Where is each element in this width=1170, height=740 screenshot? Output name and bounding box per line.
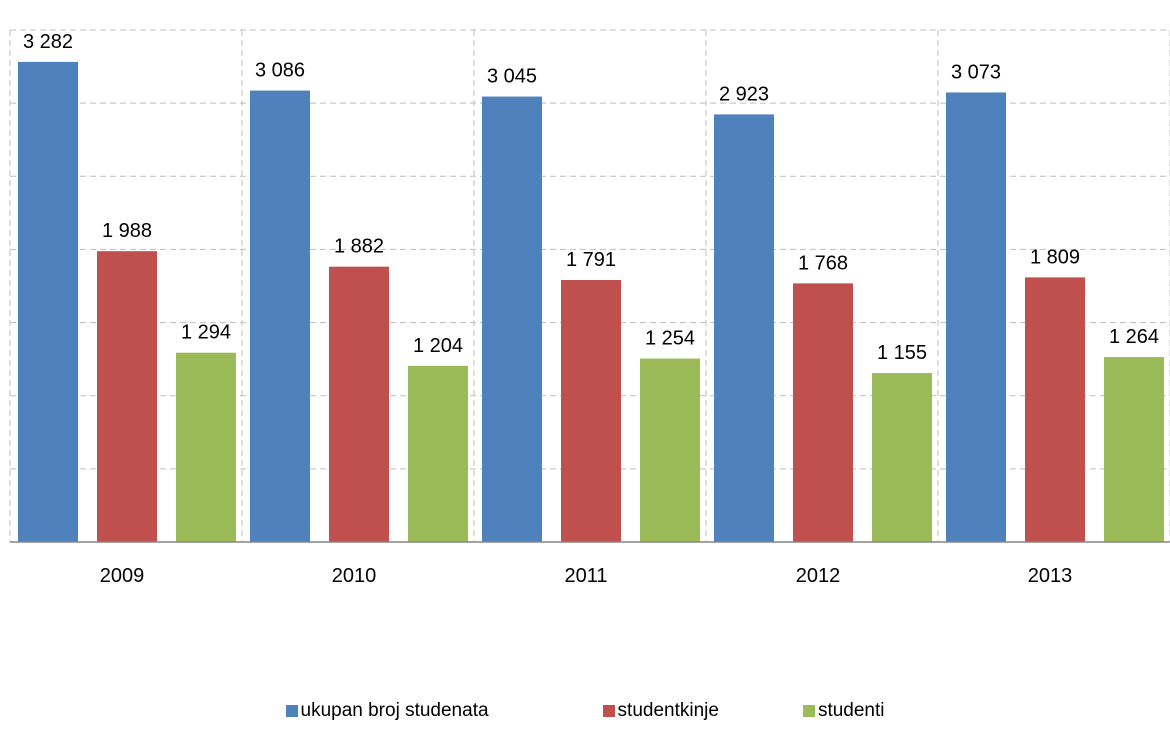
bar-2011-0 <box>482 96 542 542</box>
legend-label: studenti <box>817 700 885 721</box>
data-label: 3 045 <box>487 66 537 88</box>
data-label: 1 768 <box>798 252 848 274</box>
data-label: 1 791 <box>566 249 616 271</box>
bar-chart: 3 282 1 988 1 294 3 086 1 882 1 204 3 045 1 791… <box>9 29 1170 587</box>
legend-label: studentkinje <box>617 700 719 721</box>
data-label: 1 988 <box>102 220 152 242</box>
legend-item-studenti: studenti <box>802 700 885 722</box>
legend-swatch <box>285 705 298 717</box>
bar-2012-2 <box>872 373 932 542</box>
bar-2011-1 <box>561 280 621 542</box>
bar-2013-2 <box>1104 357 1164 542</box>
x-tick-label: 2013 <box>1028 565 1073 587</box>
bars <box>18 61 1164 543</box>
data-label: 1 809 <box>1030 246 1080 268</box>
data-label: 2 923 <box>719 83 769 105</box>
legend-swatch <box>602 705 615 717</box>
bar-2009-0 <box>18 61 78 542</box>
bar-2013-1 <box>1025 277 1085 542</box>
data-label: 1 264 <box>1109 326 1159 348</box>
bar-2011-2 <box>640 358 700 542</box>
x-tick-label: 2009 <box>100 565 145 587</box>
data-label: 1 204 <box>413 335 463 357</box>
data-label: 3 282 <box>23 31 73 53</box>
bar-2013-0 <box>946 92 1006 543</box>
data-label: 1 882 <box>334 236 384 258</box>
legend-swatch <box>802 705 815 717</box>
legend-label: ukupan broj studenata <box>300 700 489 721</box>
bar-2012-0 <box>714 114 774 542</box>
legend: ukupan broj studenata studentkinje stude… <box>0 700 1170 722</box>
x-tick-label: 2012 <box>796 565 841 587</box>
data-labels: 3 282 1 988 1 294 3 086 1 882 1 204 3 045 1 791… <box>23 31 1159 364</box>
x-tick-label: 2011 <box>564 565 607 587</box>
data-label: 1 155 <box>877 342 927 364</box>
legend-item-ukupan: ukupan broj studenata <box>285 700 489 722</box>
data-label: 1 254 <box>645 328 695 350</box>
data-label: 3 086 <box>255 60 305 82</box>
bar-2010-0 <box>250 90 310 542</box>
x-tick-label: 2010 <box>332 565 377 587</box>
bar-2010-1 <box>329 266 389 542</box>
bar-2009-2 <box>176 352 236 542</box>
bar-2012-1 <box>793 283 853 542</box>
data-label: 3 073 <box>951 61 1001 83</box>
data-label: 1 294 <box>181 322 231 344</box>
legend-item-studentkinje: studentkinje <box>602 700 719 722</box>
x-axis-ticks: 2009 2010 2011 2012 2013 <box>100 565 1073 587</box>
bar-2009-1 <box>97 251 157 542</box>
bar-2010-2 <box>408 365 468 542</box>
